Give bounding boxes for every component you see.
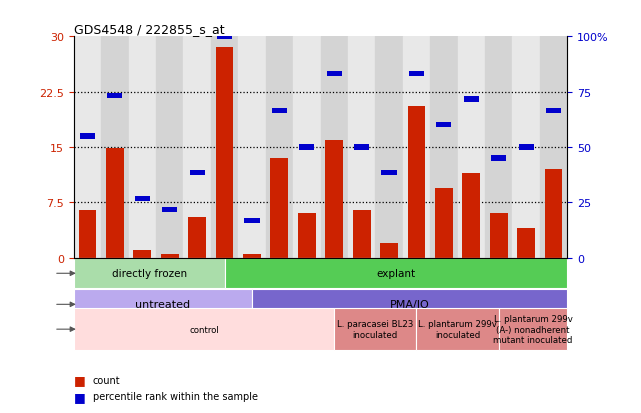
Bar	[519, 145, 534, 150]
Bar	[463, 97, 479, 102]
Bar	[299, 145, 314, 150]
Text: explant: explant	[376, 268, 415, 279]
Text: L. plantarum 299v
(A-) nonadherent
mutant inoculated: L. plantarum 299v (A-) nonadherent mutan…	[494, 315, 572, 344]
Bar	[545, 170, 563, 258]
Bar	[271, 159, 288, 258]
Text: control: control	[189, 325, 219, 334]
Bar	[403, 37, 430, 258]
Bar	[190, 171, 204, 176]
Bar	[224, 259, 567, 288]
Text: directly frozen: directly frozen	[112, 268, 187, 279]
Bar	[435, 188, 453, 258]
Bar	[298, 214, 316, 258]
Bar	[512, 37, 540, 258]
Bar	[183, 37, 211, 258]
Bar	[80, 134, 95, 139]
Bar	[491, 156, 506, 161]
Bar	[129, 37, 156, 258]
Text: GDS4548 / 222855_s_at: GDS4548 / 222855_s_at	[74, 23, 224, 36]
Bar	[430, 37, 458, 258]
Bar	[462, 173, 480, 258]
Text: PMA/IO: PMA/IO	[390, 299, 429, 310]
Bar	[546, 108, 561, 114]
Bar	[106, 149, 124, 258]
Text: L. paracasei BL23
inoculated: L. paracasei BL23 inoculated	[337, 320, 413, 339]
Bar	[490, 214, 508, 258]
Bar	[74, 37, 101, 258]
Bar	[540, 37, 567, 258]
Bar	[162, 208, 178, 213]
Bar	[381, 171, 397, 176]
Bar	[243, 254, 261, 258]
Bar	[101, 37, 129, 258]
Bar	[409, 71, 424, 76]
Text: percentile rank within the sample: percentile rank within the sample	[93, 392, 258, 401]
Bar	[293, 37, 320, 258]
Bar	[320, 37, 348, 258]
Bar	[211, 37, 238, 258]
Bar	[215, 48, 233, 258]
Text: count: count	[93, 375, 121, 385]
Bar	[161, 254, 179, 258]
Text: untreated: untreated	[135, 299, 190, 310]
Bar	[348, 37, 376, 258]
Bar	[107, 93, 122, 99]
Text: L. plantarum 299v
inoculated: L. plantarum 299v inoculated	[418, 320, 497, 339]
Bar	[272, 108, 287, 114]
Bar	[325, 140, 343, 258]
Bar	[74, 259, 224, 288]
Bar	[485, 37, 512, 258]
Bar	[238, 37, 265, 258]
Bar	[334, 309, 417, 350]
Bar	[135, 197, 150, 202]
Text: ■: ■	[74, 373, 85, 387]
Bar	[133, 250, 151, 258]
Bar	[380, 243, 398, 258]
Bar	[217, 35, 232, 40]
Text: ■: ■	[74, 390, 85, 403]
Bar	[458, 37, 485, 258]
Bar	[417, 309, 499, 350]
Bar	[499, 309, 567, 350]
Bar	[156, 37, 183, 258]
Bar	[408, 107, 426, 258]
Bar	[244, 219, 260, 224]
Bar	[74, 309, 334, 350]
Bar	[327, 71, 342, 76]
Bar	[74, 290, 252, 320]
Bar	[517, 229, 535, 258]
Bar	[354, 145, 369, 150]
Bar	[265, 37, 293, 258]
Bar	[78, 210, 96, 258]
Bar	[437, 123, 451, 128]
Bar	[376, 37, 403, 258]
Bar	[188, 218, 206, 258]
Bar	[353, 210, 370, 258]
Bar	[252, 290, 567, 320]
